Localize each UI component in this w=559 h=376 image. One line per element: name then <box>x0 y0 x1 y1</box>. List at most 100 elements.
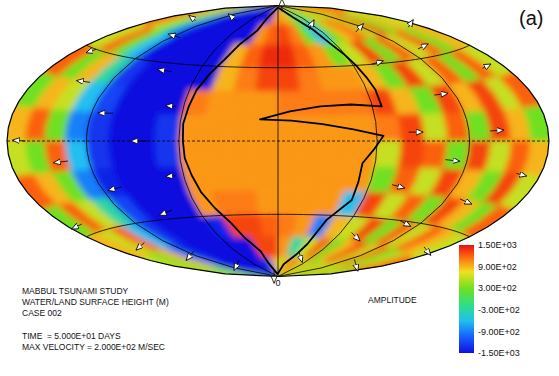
velocity-arrow <box>445 160 459 162</box>
cell <box>205 91 233 116</box>
annotation: CASE 002 <box>22 308 62 318</box>
cell <box>398 114 425 141</box>
colorbar-gradient <box>459 245 474 353</box>
cell <box>351 115 377 141</box>
cell <box>109 113 136 141</box>
cell <box>300 166 326 191</box>
velocity-arrow <box>392 185 405 188</box>
cells <box>7 6 549 277</box>
cell <box>229 166 255 191</box>
cell <box>109 141 136 169</box>
cell <box>351 141 377 167</box>
cell <box>302 141 328 166</box>
cell <box>205 166 233 191</box>
velocity-arrow <box>234 260 239 270</box>
cell <box>155 115 182 141</box>
coastline <box>183 8 384 274</box>
cell <box>264 237 278 258</box>
vectors <box>13 0 527 283</box>
colorbar: 1.50E+03 9.00E+02 3.00E+02 -3.00E+02 -9.00E+… <box>459 240 520 358</box>
velocity-arrow <box>168 34 180 37</box>
velocity-arrow <box>86 49 96 52</box>
velocity-arrow <box>299 251 302 262</box>
colorbar-tick-label: -9.00E+02 <box>478 327 520 337</box>
velocity-arrow <box>281 0 282 11</box>
velocity-arrow <box>274 271 275 284</box>
cell <box>460 205 513 237</box>
cell <box>375 141 402 167</box>
vector-label: AMPLITUDE <box>368 295 417 305</box>
velocity-arrow <box>424 247 431 256</box>
cell <box>421 141 448 169</box>
cell <box>254 166 278 191</box>
cell <box>408 24 469 50</box>
colorbar-tick-label: -3.00E+02 <box>478 305 520 315</box>
cell <box>228 116 254 141</box>
velocity-arrow <box>72 224 82 229</box>
velocity-arrow <box>189 15 196 20</box>
cell <box>229 91 255 116</box>
parallel <box>7 141 549 142</box>
meridian-label: 0 <box>275 278 280 288</box>
plot-area <box>7 6 549 277</box>
velocity-arrow <box>418 44 428 49</box>
cell <box>421 113 448 141</box>
cell <box>499 174 540 209</box>
velocity-arrow <box>98 113 113 114</box>
title: MABBUL TSUNAMI STUDY <box>22 286 129 296</box>
velocity-arrow <box>158 69 172 72</box>
colorbar-tick-label: 3.00E+02 <box>478 283 517 293</box>
cell <box>278 141 303 166</box>
velocity-arrow <box>408 20 413 28</box>
velocity-arrow <box>517 173 527 176</box>
subtitle: WATER/LAND SURFACE HEIGHT (M) <box>22 297 169 307</box>
cell <box>253 141 278 166</box>
colorbar-tick-label: 1.50E+03 <box>478 240 517 250</box>
colorbar-tick-label: 9.00E+02 <box>478 262 517 272</box>
cell <box>131 141 158 168</box>
cell <box>131 114 158 141</box>
cell <box>278 191 300 215</box>
velocity-arrow <box>108 187 122 190</box>
globe-background <box>7 6 549 277</box>
velocity-arrow <box>400 220 411 226</box>
cell <box>523 106 549 141</box>
cell <box>278 91 302 116</box>
graticule <box>7 6 549 277</box>
velocity-arrow <box>228 14 237 22</box>
velocity-arrow <box>409 132 423 133</box>
velocity-arrow <box>356 24 364 33</box>
velocity-arrow <box>159 210 172 215</box>
cell <box>203 116 229 141</box>
annotation: TIME = 5.000E+01 DAYS <box>22 331 121 341</box>
cell <box>254 91 278 116</box>
cell <box>259 214 278 237</box>
velocity-arrow <box>166 105 176 107</box>
cell <box>259 45 278 68</box>
cell <box>300 91 326 116</box>
cell <box>228 141 254 166</box>
cell <box>499 73 540 108</box>
velocity-arrow <box>53 161 67 163</box>
velocity-arrow <box>166 175 176 177</box>
velocity-arrow <box>483 64 492 68</box>
velocity-arrow <box>186 251 194 260</box>
velocity-arrow <box>77 81 91 83</box>
cell <box>278 166 302 191</box>
velocity-arrow <box>131 141 147 142</box>
cell <box>233 191 259 215</box>
velocity-arrow <box>371 61 383 64</box>
velocity-arrow <box>136 242 145 250</box>
annotation: MAX VELOCITY = 2.000E+02 M/SEC <box>22 342 165 352</box>
cell <box>155 141 182 167</box>
globe-outline <box>7 6 549 277</box>
parallel <box>86 214 469 236</box>
velocity-arrow <box>490 130 504 132</box>
cell <box>256 68 278 92</box>
velocity-arrow <box>352 233 361 242</box>
panel-label: (a) <box>519 7 543 29</box>
cell <box>302 116 328 141</box>
cell <box>460 45 513 77</box>
parallel <box>86 45 469 67</box>
cell <box>264 24 278 45</box>
